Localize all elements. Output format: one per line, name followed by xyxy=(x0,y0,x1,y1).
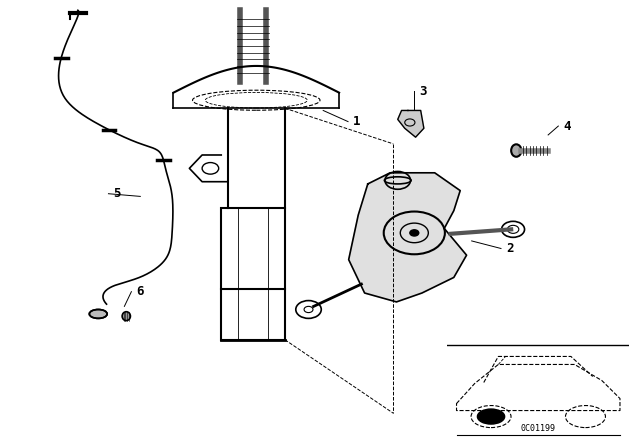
Text: 6: 6 xyxy=(136,285,144,298)
Circle shape xyxy=(410,230,419,236)
Text: 5: 5 xyxy=(114,187,121,200)
Text: 1: 1 xyxy=(353,115,361,128)
Text: 3: 3 xyxy=(419,85,427,98)
Ellipse shape xyxy=(511,144,522,157)
Ellipse shape xyxy=(122,312,131,321)
Polygon shape xyxy=(397,111,424,137)
Text: 4: 4 xyxy=(563,120,571,133)
Polygon shape xyxy=(349,173,467,302)
Text: 2: 2 xyxy=(506,242,514,255)
Ellipse shape xyxy=(90,310,107,319)
Bar xyxy=(221,208,285,340)
